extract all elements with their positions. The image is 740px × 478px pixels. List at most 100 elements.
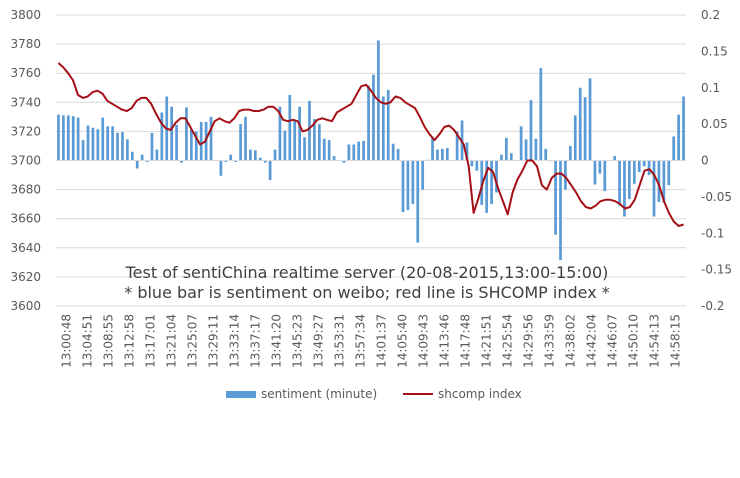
sentiment-bar [657,160,661,202]
sentiment-bar [603,160,607,192]
sentiment-bar [308,100,311,161]
sentiment-bar [642,160,646,167]
sentiment-bar [101,117,105,161]
sentiment-bar [317,124,321,161]
y-right-tick-label: 0.05 [701,117,728,131]
sentiment-bar [381,96,385,161]
y-right-tick-label: -0.2 [701,299,724,313]
x-tick-label: 14:58:15 [669,314,683,368]
sentiment-bar [598,160,602,174]
legend-swatch-sentiment [226,391,256,398]
x-tick-label: 13:21:04 [165,314,179,368]
sentiment-bar [239,124,242,161]
x-tick-label: 13:41:20 [270,314,284,368]
sentiment-bar [352,144,356,161]
sentiment-bar [500,154,503,161]
x-axis-ticks: 13:00:48 13:04:51 13:08:55 13:12:58 13:17:01… [60,314,683,368]
sentiment-bar [116,132,119,161]
y-left-tick-label: 3740 [10,95,41,109]
sentiment-bar [539,68,543,161]
x-tick-label: 13:29:11 [207,314,221,368]
x-tick-label: 14:46:07 [606,314,620,368]
x-tick-label: 14:21:51 [480,314,494,368]
sentiment-bar [253,150,257,161]
sentiment-bar [436,149,439,161]
y-left-tick-label: 3640 [10,241,41,255]
y-right-tick-label: 0 [701,154,709,168]
sentiment-bar [411,160,415,205]
sentiment-bar [583,97,587,161]
sentiment-bar [313,119,316,161]
sentiment-bar [431,137,434,161]
x-tick-label: 13:45:23 [291,314,305,368]
sentiment-bar [155,149,159,161]
sentiment-bar [258,157,262,161]
sentiment-bar [662,160,666,203]
sentiment-bar [505,137,508,161]
x-tick-label: 13:04:51 [81,314,95,368]
sentiment-bar [111,126,114,161]
sentiment-bar [62,115,65,161]
sentiment-bar [559,160,562,261]
sentiment-bar [322,138,326,161]
sentiment-bar [175,124,178,161]
sentiment-bar [475,160,479,171]
sentiment-bar [293,119,297,161]
sentiment-bar [490,160,493,205]
sentiment-bar [298,106,301,161]
sentiment-bar [632,160,636,184]
x-tick-label: 14:05:40 [396,314,410,368]
sentiment-bar [529,100,533,161]
x-tick-label: 14:42:04 [585,314,599,368]
legend: sentiment (minute) shcomp index [226,387,522,401]
sentiment-bar [57,114,60,161]
x-tick-label: 13:37:17 [249,314,263,368]
sentiment-bar [76,117,80,161]
sentiment-bar [126,139,129,161]
x-tick-label: 14:29:56 [522,314,536,368]
sentiment-bar [623,160,626,217]
sentiment-bar [573,115,577,161]
annotation-line-2: * blue bar is sentiment on weibo; red li… [124,283,610,302]
x-tick-label: 14:38:02 [564,314,578,368]
shcomp-line [57,62,684,227]
sentiment-bar [544,148,548,161]
sentiment-bar [391,143,395,161]
sentiment-bar [455,131,459,161]
sentiment-bar [421,160,425,190]
x-tick-label: 13:53:31 [333,314,347,368]
x-tick-label: 13:33:14 [228,314,242,368]
sentiment-bar [367,85,370,161]
sentiment-bar [401,160,405,213]
sentiment-bar [554,160,557,235]
x-tick-label: 14:01:37 [375,314,389,368]
sentiment-bar [618,160,621,206]
x-tick-label: 13:25:07 [186,314,200,368]
x-tick-label: 14:25:54 [501,314,515,368]
sentiment-bar [145,160,149,162]
sentiment-bar [303,137,306,161]
sentiment-bar [568,145,572,161]
y-left-tick-label: 3780 [10,37,41,51]
sentiment-bar [416,160,420,243]
sentiment-bar [229,154,233,161]
sentiment-bar [445,148,449,161]
y-left-tick-label: 3720 [10,124,41,138]
sentiment-bar [441,148,444,161]
sentiment-bars [57,40,685,261]
x-tick-label: 14:33:59 [543,314,557,368]
sentiment-bar [347,144,351,161]
sentiment-bar [564,160,567,190]
sentiment-bar [194,131,198,161]
sentiment-bar [578,87,582,161]
left-axis-ticks: 3600 3620 3640 3660 3680 3700 3720 3740 3760 3780… [10,8,41,313]
x-tick-label: 13:17:01 [144,314,158,368]
x-tick-label: 13:00:48 [60,314,74,368]
sentiment-bar [160,112,164,161]
sentiment-bar [386,89,390,161]
sentiment-bar [283,130,287,161]
y-right-tick-label: -0.1 [701,226,724,240]
sentiment-bar [121,132,124,161]
sentiment-bar [628,160,631,200]
